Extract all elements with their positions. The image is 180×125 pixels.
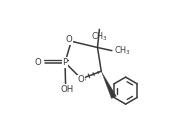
Text: CH$_3$: CH$_3$ xyxy=(91,31,108,43)
Text: P: P xyxy=(62,58,68,67)
Polygon shape xyxy=(101,71,116,99)
Text: O: O xyxy=(65,36,72,44)
Text: O: O xyxy=(78,76,85,84)
Text: OH: OH xyxy=(61,85,74,94)
Text: CH$_3$: CH$_3$ xyxy=(114,44,131,57)
Text: O: O xyxy=(35,58,42,67)
